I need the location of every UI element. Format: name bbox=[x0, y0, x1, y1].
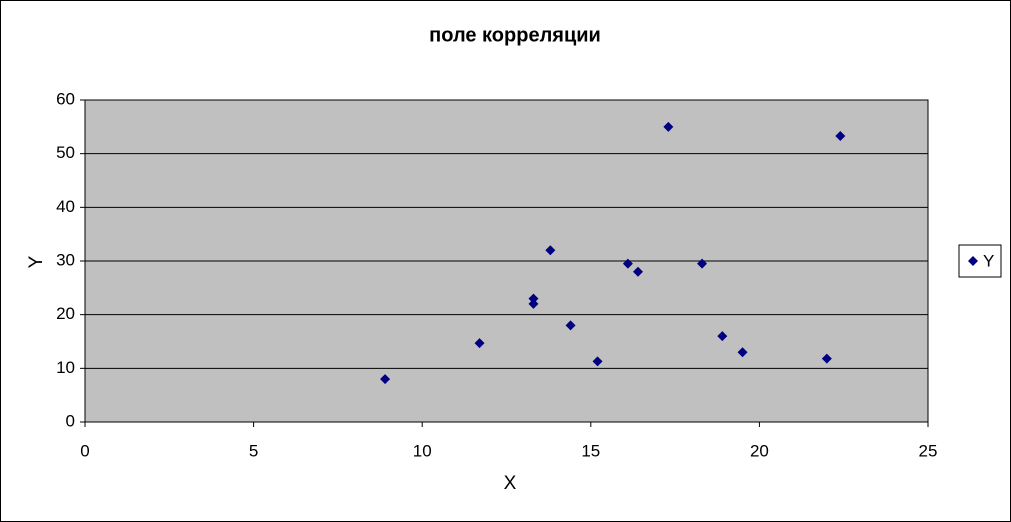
data-point bbox=[821, 353, 832, 364]
data-point bbox=[565, 320, 576, 331]
data-point bbox=[737, 347, 748, 358]
data-point bbox=[545, 245, 556, 256]
data-point bbox=[717, 331, 728, 342]
x-tick-label: 25 bbox=[919, 441, 938, 460]
data-point bbox=[633, 266, 644, 277]
y-tick-label: 60 bbox=[56, 89, 75, 108]
y-tick-label: 10 bbox=[56, 358, 75, 377]
x-tick-label: 20 bbox=[750, 441, 769, 460]
x-tick-label: 15 bbox=[581, 441, 600, 460]
data-point bbox=[697, 258, 708, 269]
chart-title: поле корреляции bbox=[429, 24, 601, 46]
legend-marker bbox=[968, 256, 978, 266]
x-axis-label: X bbox=[504, 473, 517, 494]
legend-box bbox=[958, 244, 1002, 278]
x-tick-label: 5 bbox=[249, 441, 258, 460]
y-tick-label: 20 bbox=[56, 304, 75, 323]
data-point bbox=[663, 121, 674, 132]
y-tick-label: 40 bbox=[56, 197, 75, 216]
data-point bbox=[592, 356, 603, 367]
data-point bbox=[835, 130, 846, 141]
data-point bbox=[474, 338, 485, 349]
x-tick-label: 0 bbox=[80, 441, 89, 460]
data-point bbox=[622, 258, 633, 269]
plot-border bbox=[84, 99, 929, 423]
x-tick-label: 10 bbox=[413, 441, 432, 460]
y-tick-label: 30 bbox=[56, 250, 75, 269]
data-point bbox=[528, 298, 539, 309]
y-tick-label: 50 bbox=[56, 143, 75, 162]
data-point bbox=[380, 374, 391, 385]
y-axis-label: Y bbox=[26, 255, 47, 268]
legend-label: Y bbox=[983, 251, 994, 270]
data-point bbox=[528, 293, 539, 304]
y-tick-label: 0 bbox=[66, 411, 75, 430]
